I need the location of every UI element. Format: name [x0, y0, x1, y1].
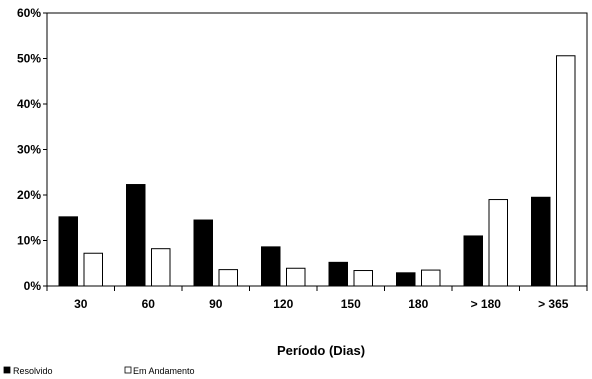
bar-em-andamento	[488, 199, 508, 287]
y-tick-label: 10%	[17, 234, 41, 248]
x-tick-label: 30	[74, 297, 88, 311]
y-tick-label: 30%	[17, 143, 41, 157]
y-tick-label: 60%	[17, 6, 41, 20]
y-tick-label: 50%	[17, 52, 41, 66]
legend-swatch-em-andamento	[124, 366, 132, 374]
bar-em-andamento	[83, 252, 103, 287]
bar-resolvido	[463, 235, 483, 287]
bar-resolvido	[193, 219, 213, 287]
legend-label-em-andamento: Em Andamento	[133, 366, 195, 376]
legend: Resolvido Em Andamento	[3, 366, 195, 376]
x-tick-label: 180	[408, 297, 428, 311]
bar-resolvido	[328, 261, 348, 287]
y-tick-label: 20%	[17, 188, 41, 202]
x-tick-label: 120	[273, 297, 293, 311]
bar-resolvido	[261, 246, 281, 287]
legend-swatch-resolvido	[3, 366, 11, 374]
bar-resolvido	[396, 272, 416, 287]
bar-em-andamento	[151, 248, 171, 287]
x-tick-label: 150	[341, 297, 361, 311]
bars	[58, 55, 576, 287]
legend-label-resolvido: Resolvido	[13, 366, 53, 376]
y-tick-label: 40%	[17, 97, 41, 111]
bar-em-andamento	[556, 55, 576, 287]
x-axis-label: Período (Dias)	[277, 343, 365, 358]
x-tick-label: > 180	[471, 297, 502, 311]
y-tick-label: 0%	[24, 279, 42, 293]
x-tick-label: 90	[209, 297, 223, 311]
bar-em-andamento	[353, 270, 373, 287]
x-tick-label: > 365	[538, 297, 569, 311]
x-tick-label: 60	[142, 297, 156, 311]
bar-em-andamento	[218, 269, 238, 287]
x-axis: 30 60 90 120 150 180 > 180 > 365	[46, 286, 588, 311]
bar-resolvido	[126, 184, 146, 287]
y-axis: 0% 10% 20% 30% 40% 50% 60%	[17, 6, 47, 293]
bar-em-andamento	[286, 267, 306, 287]
bar-resolvido	[58, 216, 78, 287]
bar-em-andamento	[421, 269, 441, 287]
bar-resolvido	[531, 196, 551, 287]
